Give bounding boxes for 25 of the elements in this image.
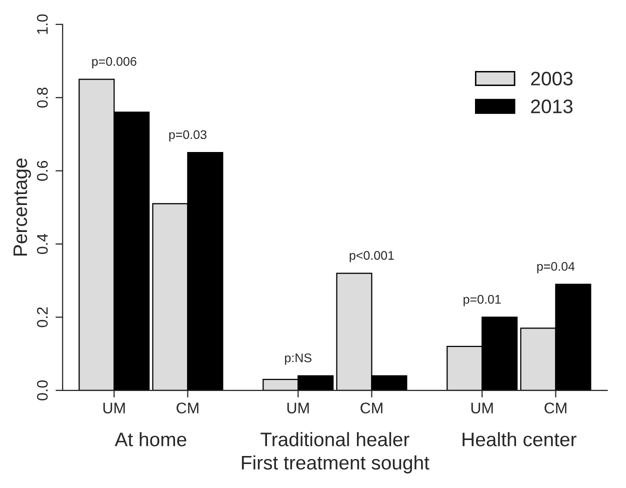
legend-label: 2013 [531,100,573,114]
x-tick-label: CM [176,402,198,414]
y-tick-label: 0.8 [36,88,48,108]
annotation: p=0.03 [169,130,206,142]
y-tick-label: 0.0 [36,380,48,400]
text: Health center [462,432,576,446]
text: Traditional healer [260,432,410,446]
y-tick-label: 0.6 [36,160,48,181]
x-tick-label: UM [103,402,125,414]
annotation: p=0.04 [537,262,575,274]
x-tick-label: CM [544,402,566,414]
x-axis-title: First treatment sought [242,455,430,474]
x-tick-label: UM [287,402,309,414]
annotation: p<0.001 [350,250,394,262]
x-tick-label: UM [471,402,493,414]
text: At home [114,432,186,446]
y-tick-label: 0.2 [36,307,48,328]
y-tick-label: 0.4 [36,234,48,254]
y-tick-label: 1.0 [36,14,48,34]
annotation: p:NS [285,353,312,365]
x-tick-label: CM [360,402,382,414]
annotation: p=0.01 [464,294,501,306]
annotation: p=0.006 [92,57,136,68]
y-axis-title: Percentage [14,158,31,256]
legend-label: 2003 [531,72,573,86]
